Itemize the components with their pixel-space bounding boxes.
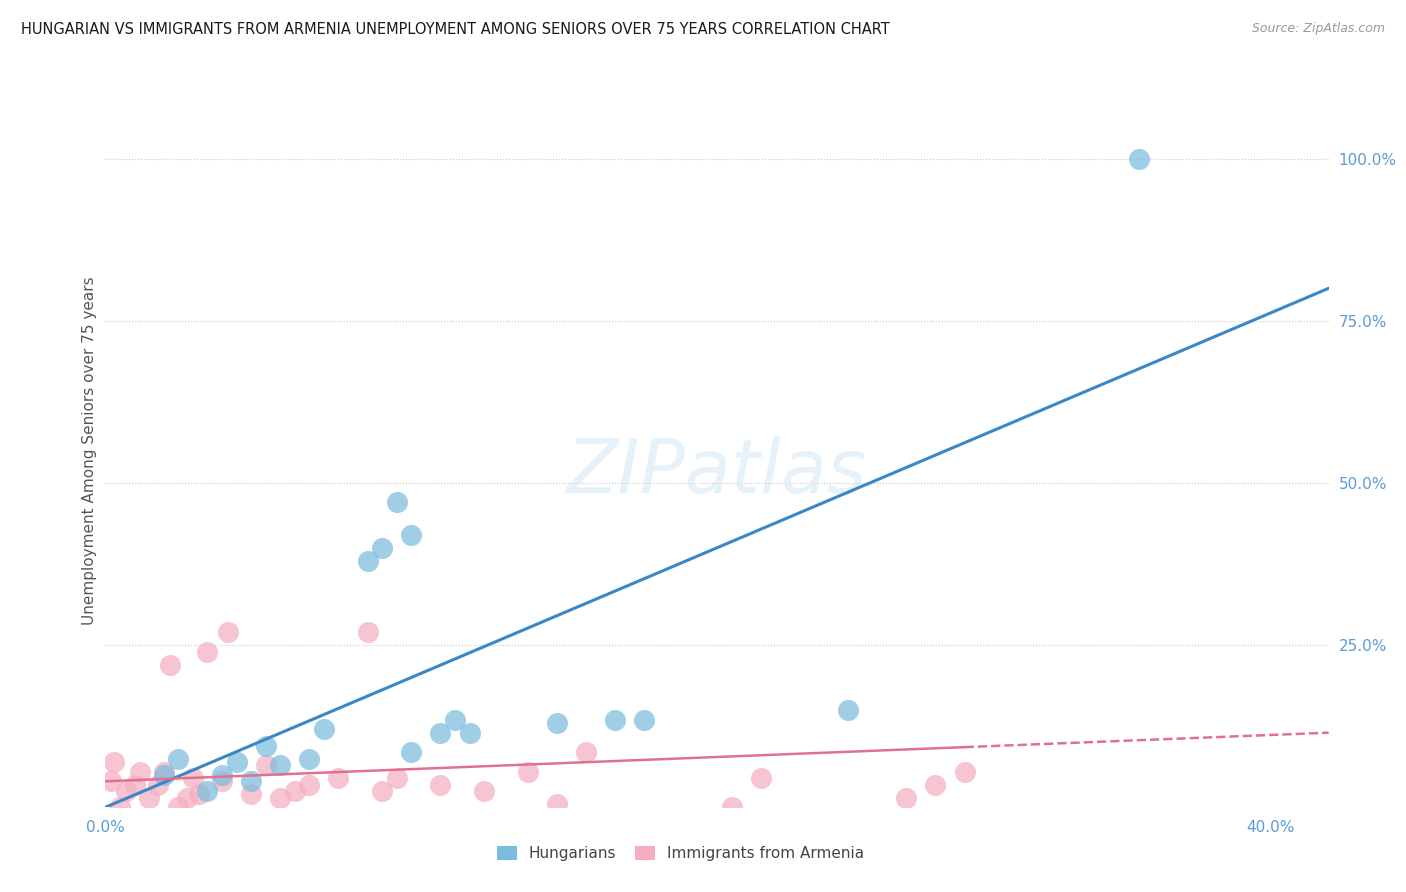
Point — [152, 764, 174, 779]
Point — [269, 790, 291, 805]
Point — [254, 758, 277, 772]
Point — [371, 541, 394, 555]
Point — [167, 751, 190, 765]
Point — [1128, 152, 1150, 166]
Point — [225, 755, 247, 769]
Point — [371, 784, 394, 798]
Point — [181, 771, 204, 785]
Point — [240, 774, 263, 789]
Point — [328, 771, 350, 785]
Text: ZIPatlas: ZIPatlas — [567, 436, 868, 508]
Point — [146, 778, 169, 792]
Point — [385, 495, 408, 509]
Point — [429, 725, 451, 739]
Point — [444, 713, 467, 727]
Point — [197, 784, 219, 798]
Point — [176, 790, 198, 805]
Point — [749, 771, 772, 785]
Point — [312, 723, 335, 737]
Point — [953, 764, 976, 779]
Point — [603, 713, 626, 727]
Point — [159, 657, 181, 672]
Point — [385, 771, 408, 785]
Point — [269, 758, 291, 772]
Text: HUNGARIAN VS IMMIGRANTS FROM ARMENIA UNEMPLOYMENT AMONG SENIORS OVER 75 YEARS CO: HUNGARIAN VS IMMIGRANTS FROM ARMENIA UNE… — [21, 22, 890, 37]
Point — [211, 774, 233, 789]
Point — [152, 768, 174, 782]
Point — [284, 784, 307, 798]
Point — [472, 784, 495, 798]
Point — [401, 528, 423, 542]
Point — [124, 778, 146, 792]
Point — [720, 800, 742, 814]
Point — [546, 715, 568, 730]
Point — [211, 768, 233, 782]
Point — [429, 778, 451, 792]
Point — [896, 790, 918, 805]
Point — [167, 800, 190, 814]
Point — [356, 554, 378, 568]
Point — [401, 745, 423, 759]
Point — [197, 644, 219, 658]
Point — [103, 755, 125, 769]
Point — [187, 787, 209, 801]
Point — [217, 625, 239, 640]
Point — [575, 745, 598, 759]
Point — [108, 800, 131, 814]
Point — [115, 784, 138, 798]
Point — [516, 764, 538, 779]
Point — [240, 787, 263, 801]
Y-axis label: Unemployment Among Seniors over 75 years: Unemployment Among Seniors over 75 years — [82, 277, 97, 624]
Point — [546, 797, 568, 811]
Text: Source: ZipAtlas.com: Source: ZipAtlas.com — [1251, 22, 1385, 36]
Point — [129, 764, 152, 779]
Point — [138, 790, 160, 805]
Point — [100, 774, 122, 789]
Point — [458, 725, 481, 739]
Point — [356, 625, 378, 640]
Point — [837, 703, 859, 717]
Legend: Hungarians, Immigrants from Armenia: Hungarians, Immigrants from Armenia — [491, 839, 870, 867]
Point — [298, 778, 321, 792]
Point — [924, 778, 946, 792]
Point — [254, 739, 277, 753]
Point — [633, 713, 655, 727]
Point — [298, 751, 321, 765]
